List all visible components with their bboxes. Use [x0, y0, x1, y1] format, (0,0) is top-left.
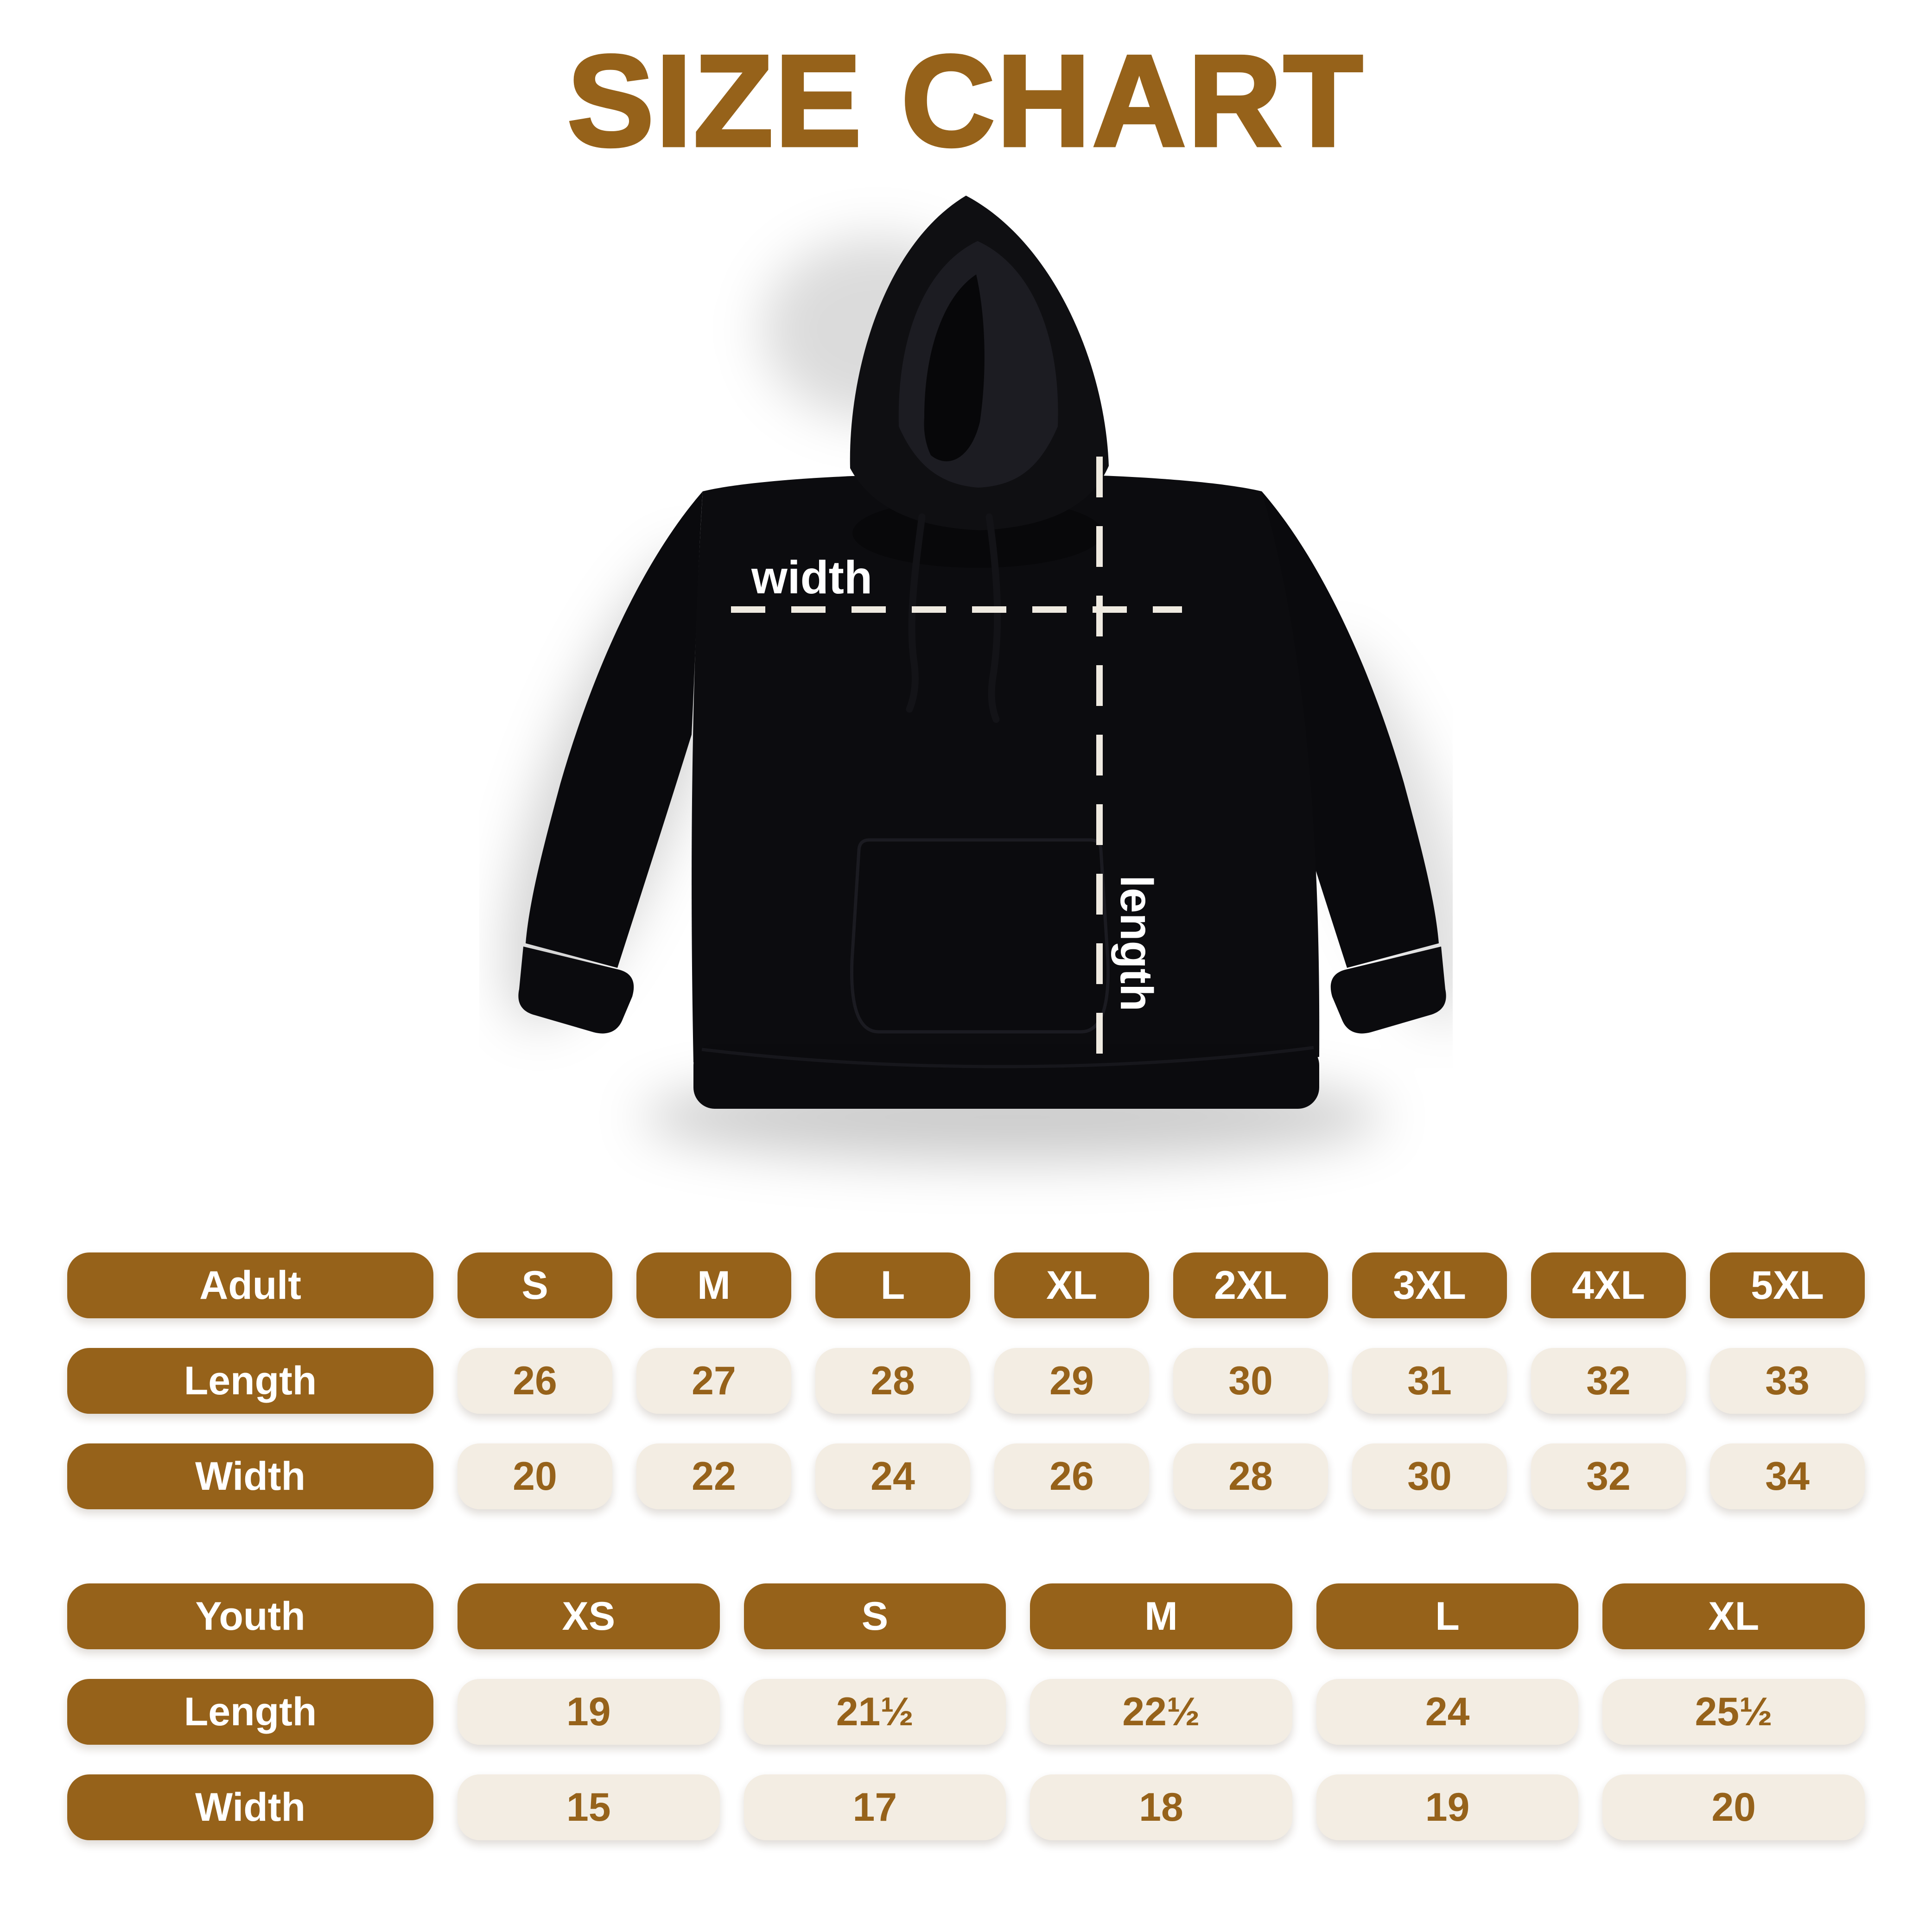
size-value-cell: 22: [636, 1443, 791, 1509]
size-value-cell: 15: [458, 1774, 720, 1840]
size-tables: Adult S M L XL 2XL 3XL 4XL 5XL Length 26…: [0, 1252, 1932, 1840]
hoodie-body: [692, 473, 1320, 1081]
size-value-cell: 20: [458, 1443, 612, 1509]
size-header-cell: XL: [1602, 1583, 1865, 1649]
hoodie-pocket: [850, 838, 1110, 1034]
size-header-cell: 2XL: [1173, 1252, 1328, 1318]
size-header-cell: M: [1030, 1583, 1292, 1649]
length-label: length: [1111, 875, 1162, 1011]
size-value-cell: 26: [994, 1443, 1149, 1509]
size-value-cell: 24: [1316, 1679, 1579, 1745]
size-value-cell: 17: [744, 1774, 1006, 1840]
youth-size-table: Youth XS S M L XL Length 19 21½ 22½ 24 2…: [67, 1583, 1865, 1840]
size-value-cell: 21½: [744, 1679, 1006, 1745]
size-value-cell: 33: [1710, 1348, 1865, 1414]
size-value-cell: 22½: [1030, 1679, 1292, 1745]
size-header-cell: M: [636, 1252, 791, 1318]
table-row: Youth XS S M L XL: [67, 1583, 1865, 1649]
hoodie-svg: width length: [506, 196, 1453, 1161]
row-label-cell: Width: [67, 1774, 433, 1840]
size-value-cell: 19: [1316, 1774, 1579, 1840]
size-value-cell: 31: [1352, 1348, 1507, 1414]
size-value-cell: 19: [458, 1679, 720, 1745]
adult-header-cell: Adult: [67, 1252, 433, 1318]
size-header-cell: 3XL: [1352, 1252, 1507, 1318]
table-row: Adult S M L XL 2XL 3XL 4XL 5XL: [67, 1252, 1865, 1318]
size-value-cell: 18: [1030, 1774, 1292, 1840]
size-header-cell: XS: [458, 1583, 720, 1649]
hoodie-right-cuff: [1330, 947, 1446, 1034]
size-header-cell: XL: [994, 1252, 1149, 1318]
hoodie-right-sleeve: [1262, 491, 1439, 968]
size-header-cell: L: [1316, 1583, 1579, 1649]
size-header-cell: S: [744, 1583, 1006, 1649]
hoodie-figure: width length: [479, 176, 1453, 1242]
size-value-cell: 30: [1352, 1443, 1507, 1509]
hoodie-drawstring-left: [906, 513, 926, 713]
table-row: Length 19 21½ 22½ 24 25½: [67, 1679, 1865, 1745]
youth-header-cell: Youth: [67, 1583, 433, 1649]
size-value-cell: 28: [815, 1348, 970, 1414]
row-label-cell: Length: [67, 1348, 433, 1414]
size-value-cell: 24: [815, 1443, 970, 1509]
measurement-overlay: width length: [731, 457, 1182, 1081]
size-value-cell: 25½: [1602, 1679, 1865, 1745]
size-value-cell: 20: [1602, 1774, 1865, 1840]
size-value-cell: 34: [1710, 1443, 1865, 1509]
hoodie-hem-seam: [701, 1046, 1314, 1068]
table-row: Width 20 22 24 26 28 30 32 34: [67, 1443, 1865, 1509]
page-title: SIZE CHART: [566, 29, 1365, 173]
row-label-cell: Width: [67, 1443, 433, 1509]
hoodie-left-sleeve: [526, 491, 703, 968]
width-label: width: [751, 552, 872, 604]
row-label-cell: Length: [67, 1679, 433, 1745]
size-value-cell: 32: [1531, 1348, 1686, 1414]
hoodie-drawstring-right: [985, 513, 1001, 723]
table-row: Length 26 27 28 29 30 31 32 33: [67, 1348, 1865, 1414]
table-row: Width 15 17 18 19 20: [67, 1774, 1865, 1840]
size-value-cell: 29: [994, 1348, 1149, 1414]
hoodie-left-cuff: [518, 947, 634, 1034]
size-header-cell: S: [458, 1252, 612, 1318]
hoodie-hood-interior: [924, 274, 985, 462]
adult-size-table: Adult S M L XL 2XL 3XL 4XL 5XL Length 26…: [67, 1252, 1865, 1509]
size-header-cell: 5XL: [1710, 1252, 1865, 1318]
size-value-cell: 27: [636, 1348, 791, 1414]
hoodie-hem: [693, 1044, 1319, 1109]
size-header-cell: L: [815, 1252, 970, 1318]
size-value-cell: 28: [1173, 1443, 1328, 1509]
size-value-cell: 30: [1173, 1348, 1328, 1414]
size-value-cell: 32: [1531, 1443, 1686, 1509]
size-header-cell: 4XL: [1531, 1252, 1686, 1318]
size-value-cell: 26: [458, 1348, 612, 1414]
